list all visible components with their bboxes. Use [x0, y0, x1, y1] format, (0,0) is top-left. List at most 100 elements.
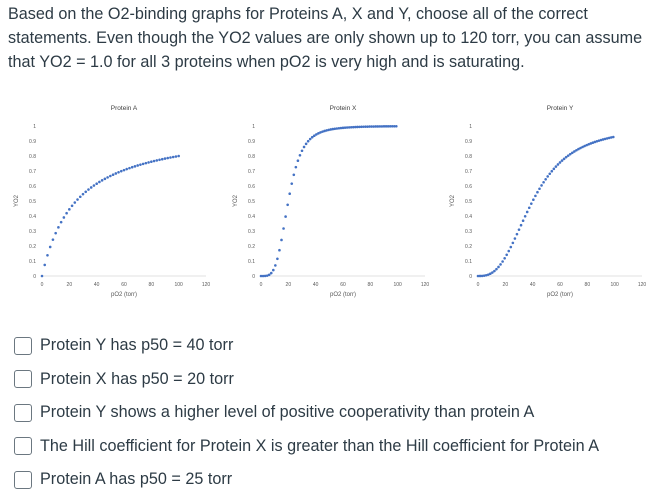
checkbox-icon[interactable] [14, 470, 32, 489]
data-point [87, 188, 90, 191]
data-point [95, 182, 98, 185]
data-point [54, 231, 57, 235]
data-point [335, 127, 339, 130]
data-point [530, 202, 533, 205]
data-point [286, 203, 289, 207]
data-point [509, 245, 513, 249]
data-point [343, 126, 347, 129]
data-point [57, 226, 60, 229]
data-point [92, 184, 96, 187]
data-point [372, 125, 376, 128]
data-point [282, 227, 285, 230]
data-point [546, 175, 549, 178]
data-point [599, 138, 603, 142]
y-axis-label: YO2 [14, 194, 20, 207]
chart-title: Protein X [330, 105, 357, 112]
x-tick-label: 100 [174, 282, 183, 288]
data-point [519, 223, 523, 227]
option-label: The Hill coefficient for Protein X is gr… [40, 436, 600, 455]
data-point [566, 154, 570, 157]
data-point [489, 272, 492, 276]
data-point [499, 263, 502, 266]
data-point [174, 155, 178, 158]
data-point [76, 198, 79, 201]
y-tick-label: 0.5 [29, 199, 36, 205]
data-point [163, 157, 167, 160]
data-point [150, 160, 153, 164]
y-tick-label: 0.6 [465, 184, 472, 190]
data-point [558, 161, 562, 164]
checkbox-icon[interactable] [14, 437, 32, 456]
data-point [540, 184, 543, 187]
x-tick-label: 100 [610, 282, 619, 288]
data-point [169, 156, 172, 159]
data-point [585, 143, 588, 147]
data-point [147, 161, 150, 164]
option-4[interactable]: The Hill coefficient for Protein X is gr… [14, 430, 664, 464]
chart-title: Protein Y [547, 105, 574, 112]
charts-figure: Protein A 0 0.1 0.2 0.3 0.4 0.5 0.6 0.7 0.8 0.9 1 0 2… [0, 98, 667, 308]
data-point [556, 163, 560, 166]
data-point [493, 269, 496, 273]
data-point [308, 137, 312, 141]
x-tick-label: 40 [313, 282, 319, 288]
data-point [589, 142, 593, 145]
x-tick-label: 0 [260, 282, 263, 288]
data-point [333, 127, 337, 131]
data-point [478, 274, 482, 278]
y-tick-label: 0.4 [465, 214, 472, 220]
y-tick-label: 0.3 [465, 229, 472, 235]
data-point [609, 136, 613, 139]
checkbox-icon[interactable] [14, 336, 32, 355]
data-point [65, 211, 68, 215]
x-tick-label: 40 [530, 282, 536, 288]
checkbox-icon[interactable] [14, 403, 32, 422]
option-3[interactable]: Protein Y shows a higher level of positi… [14, 396, 664, 430]
data-point [284, 215, 287, 218]
y-tick-label: 0.7 [465, 169, 472, 175]
data-point [523, 215, 527, 218]
y-tick-label: 0.6 [29, 184, 36, 190]
data-point [392, 124, 396, 128]
option-5[interactable]: Protein A has p50 = 25 torr [14, 463, 664, 497]
y-tick-label: 0.1 [465, 259, 472, 265]
data-point [597, 139, 601, 142]
y-tick-label: 0 [252, 274, 255, 280]
chart-title: Protein A [111, 105, 138, 112]
checkbox-icon[interactable] [14, 370, 32, 389]
x-tick-label: 120 [638, 282, 647, 288]
option-2[interactable]: Protein X has p50 = 20 torr [14, 363, 664, 397]
x-tick-label: 0 [41, 282, 44, 288]
data-point [380, 125, 384, 128]
data-point [111, 173, 115, 176]
x-tick-label: 20 [503, 282, 509, 288]
option-1[interactable]: Protein Y has p50 = 40 torr [14, 329, 664, 363]
x-tick-label: 0 [477, 282, 480, 288]
data-point [144, 161, 148, 165]
data-point [374, 125, 378, 128]
data-point [119, 169, 123, 173]
data-point [323, 129, 326, 133]
question-text: Based on the O2-binding graphs for Prote… [8, 5, 643, 71]
option-label: Protein Y shows a higher level of positi… [40, 403, 535, 422]
data-point [98, 180, 101, 184]
data-point [554, 165, 558, 168]
y-tick-label: 0.9 [248, 139, 255, 145]
y-tick-label: 0.7 [29, 169, 36, 175]
data-point [263, 274, 267, 278]
data-point [550, 169, 554, 173]
data-point [364, 125, 367, 128]
data-point [274, 264, 277, 267]
data-point [319, 131, 322, 134]
data-point [103, 177, 107, 181]
data-point [347, 126, 351, 129]
x-tick-label: 60 [340, 282, 346, 288]
y-tick-label: 0.3 [248, 229, 255, 235]
data-point [133, 165, 137, 168]
y-tick-label: 1 [469, 124, 472, 130]
data-point [267, 273, 271, 277]
data-point [362, 125, 365, 129]
data-point [390, 124, 394, 128]
data-point [607, 136, 611, 140]
data-point [125, 167, 129, 171]
